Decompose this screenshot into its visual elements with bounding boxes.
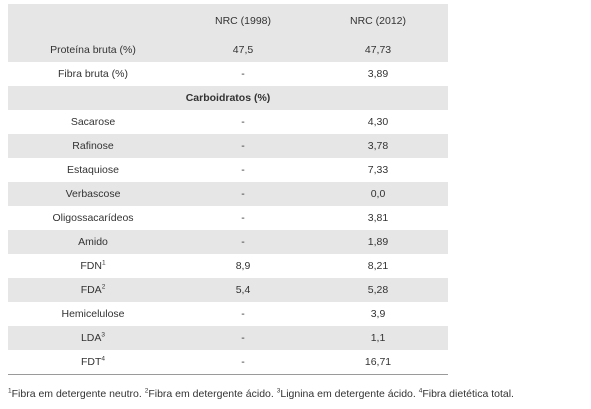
row-label-text: Proteína bruta (%) bbox=[50, 44, 136, 56]
table-row: FDN1 8,9 8,21 bbox=[8, 254, 448, 278]
cell-nrc-1998: - bbox=[241, 140, 245, 152]
cell-nrc-1998: 8,9 bbox=[235, 260, 251, 272]
cell-nrc-2012: 0,0 bbox=[370, 188, 386, 200]
row-label-text: Rafinose bbox=[72, 140, 114, 152]
row-label: Oligossacarídeos bbox=[8, 206, 178, 230]
cell-nrc-2012: 4,30 bbox=[367, 116, 389, 128]
row-label-text: Fibra bruta (%) bbox=[57, 68, 129, 80]
row-label-text: Verbascose bbox=[65, 188, 121, 200]
table-row: Rafinose - 3,78 bbox=[8, 134, 448, 158]
row-label: LDA3 bbox=[8, 326, 178, 350]
footnote-marker: 3 bbox=[101, 331, 106, 339]
row-label-text: Amido bbox=[78, 236, 108, 248]
cell-nrc-2012: 7,33 bbox=[367, 164, 389, 176]
row-label-text: FDT bbox=[80, 356, 102, 368]
table-row: Fibra bruta (%) - 3,89 bbox=[8, 62, 448, 86]
table-row: Proteína bruta (%) 47,5 47,73 bbox=[8, 38, 448, 62]
cell-nrc-2012: 8,21 bbox=[367, 260, 389, 272]
row-label: FDN1 bbox=[8, 254, 178, 278]
cell-nrc-2012: 47,73 bbox=[364, 44, 392, 56]
row-label: Amido bbox=[8, 230, 178, 254]
row-label-text: Hemicelulose bbox=[61, 308, 125, 320]
table-row: Verbascose - 0,0 bbox=[8, 182, 448, 206]
table-row: FDA2 5,4 5,28 bbox=[8, 278, 448, 302]
row-label: Rafinose bbox=[8, 134, 178, 158]
table-row: Estaquiose - 7,33 bbox=[8, 158, 448, 182]
section-heading: Carboidratos (%) bbox=[185, 92, 271, 104]
cell-nrc-1998: - bbox=[241, 236, 245, 248]
table-row: Hemicelulose - 3,9 bbox=[8, 302, 448, 326]
footnote-marker: 1 bbox=[101, 259, 106, 267]
cell-nrc-1998: - bbox=[241, 188, 245, 200]
row-label: Fibra bruta (%) bbox=[8, 62, 178, 86]
cell-nrc-2012: 1,1 bbox=[370, 332, 386, 344]
header-nrc-1998: NRC (1998) bbox=[214, 15, 272, 27]
table-row: LDA3 - 1,1 bbox=[8, 326, 448, 350]
row-label: Sacarose bbox=[8, 110, 178, 134]
row-label-text: FDA bbox=[80, 284, 102, 296]
cell-nrc-1998: 47,5 bbox=[232, 44, 254, 56]
cell-nrc-1998: - bbox=[241, 116, 245, 128]
table-footnote: 1Fibra em detergente neutro. 2Fibra em d… bbox=[8, 388, 591, 400]
row-label-text: Sacarose bbox=[70, 116, 116, 128]
row-label-text: FDN bbox=[80, 260, 102, 272]
footnote-text: Lignina em detergente ácido. bbox=[280, 388, 419, 400]
footnote-text: Fibra em detergente neutro. bbox=[11, 388, 145, 400]
cell-nrc-2012: 5,28 bbox=[367, 284, 389, 296]
cell-nrc-1998: - bbox=[241, 68, 245, 80]
footnote-number: 4 bbox=[418, 387, 423, 395]
header-nrc-2012: NRC (2012) bbox=[349, 15, 407, 27]
cell-nrc-1998: - bbox=[241, 332, 245, 344]
row-label: Hemicelulose bbox=[8, 302, 178, 326]
cell-nrc-1998: - bbox=[241, 308, 245, 320]
row-label-text: Estaquiose bbox=[67, 164, 119, 176]
cell-nrc-1998: - bbox=[178, 350, 308, 375]
row-label: Proteína bruta (%) bbox=[8, 38, 178, 62]
cell-nrc-1998: - bbox=[241, 164, 245, 176]
table-row: Sacarose - 4,30 bbox=[8, 110, 448, 134]
table-body: Proteína bruta (%) 47,5 47,73 Fibra bruta (… bbox=[8, 38, 448, 375]
footnote-text: Fibra dietética total. bbox=[422, 388, 514, 400]
cell-nrc-2012: 1,89 bbox=[367, 236, 389, 248]
footnote-number: 3 bbox=[276, 387, 281, 395]
table-row: Amido - 1,89 bbox=[8, 230, 448, 254]
table-header-row: NRC (1998) NRC (2012) bbox=[8, 4, 448, 38]
header-label-column bbox=[8, 4, 178, 38]
footnote-number: 2 bbox=[144, 387, 149, 395]
footnote-text: Fibra em detergente ácido. bbox=[148, 388, 277, 400]
cell-nrc-1998: 5,4 bbox=[235, 284, 251, 296]
section-row: Carboidratos (%) bbox=[8, 86, 448, 110]
row-label: FDA2 bbox=[8, 278, 178, 302]
row-label-text: LDA bbox=[80, 332, 102, 344]
footnote-marker: 4 bbox=[101, 355, 106, 363]
table-row: FDT4-16,71 bbox=[8, 350, 448, 375]
nutrient-table: NRC (1998) NRC (2012) Proteína bruta (%)… bbox=[8, 4, 448, 375]
row-label: Verbascose bbox=[8, 182, 178, 206]
table-row: Oligossacarídeos - 3,81 bbox=[8, 206, 448, 230]
cell-nrc-2012: 3,89 bbox=[367, 68, 389, 80]
cell-nrc-2012: 3,81 bbox=[367, 212, 389, 224]
footnote-number: 1 bbox=[8, 387, 12, 395]
cell-nrc-2012: 3,9 bbox=[370, 308, 386, 320]
cell-nrc-1998: - bbox=[241, 212, 245, 224]
footnote-marker: 2 bbox=[101, 283, 106, 291]
row-label: FDT4 bbox=[8, 350, 178, 375]
row-label-text: Oligossacarídeos bbox=[52, 212, 134, 224]
row-label: Estaquiose bbox=[8, 158, 178, 182]
cell-nrc-2012: 3,78 bbox=[367, 140, 389, 152]
cell-nrc-2012: 16,71 bbox=[308, 350, 448, 375]
